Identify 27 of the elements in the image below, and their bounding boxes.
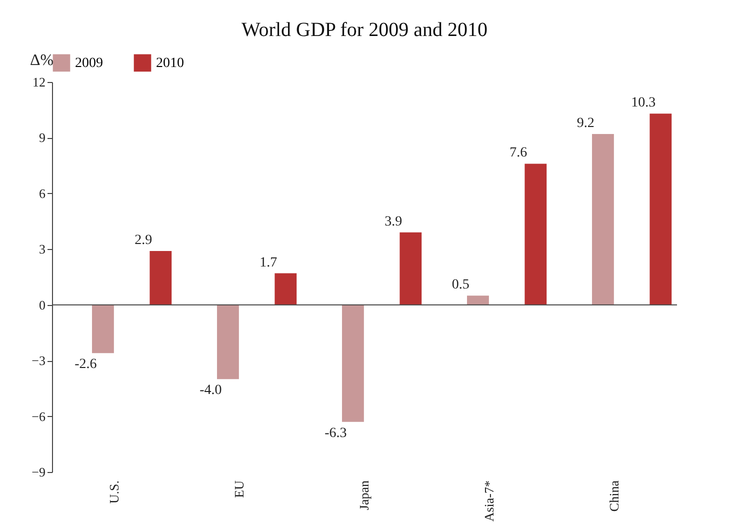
- x-tick-label: U.S.: [106, 480, 122, 504]
- x-tick-label: Japan: [356, 480, 372, 510]
- data-label: -4.0: [200, 383, 222, 398]
- legend-label: 2009: [75, 56, 103, 71]
- x-tick-label: EU: [232, 480, 246, 498]
- data-label: 9.2: [576, 116, 594, 131]
- y-tick-label: 9: [39, 130, 46, 146]
- y-tick-label: 0: [39, 297, 46, 312]
- x-tick-label: China: [606, 480, 622, 512]
- y-tick-label: 3: [39, 242, 46, 257]
- data-label: 10.3: [631, 96, 656, 111]
- y-tick-label: −6: [32, 408, 46, 424]
- data-label: 2.9: [134, 233, 152, 248]
- y-tick-label: 12: [32, 74, 46, 90]
- data-label: 0.5: [452, 278, 470, 293]
- chart-title: World GDP for 2009 and 2010: [242, 19, 488, 41]
- y-axis-title: Δ%: [30, 52, 54, 69]
- y-tick-label: −9: [32, 464, 46, 480]
- x-tick-label: Asia-7*: [482, 480, 496, 522]
- data-label: 3.9: [384, 214, 402, 230]
- data-label: -2.6: [74, 357, 97, 372]
- legend-label: 2010: [156, 56, 184, 71]
- y-tick-label: −3: [32, 353, 46, 368]
- data-label: -6.3: [324, 426, 347, 441]
- data-label: 7.6: [510, 146, 528, 161]
- data-label: 1.7: [260, 255, 278, 270]
- y-tick-label: 6: [39, 186, 46, 201]
